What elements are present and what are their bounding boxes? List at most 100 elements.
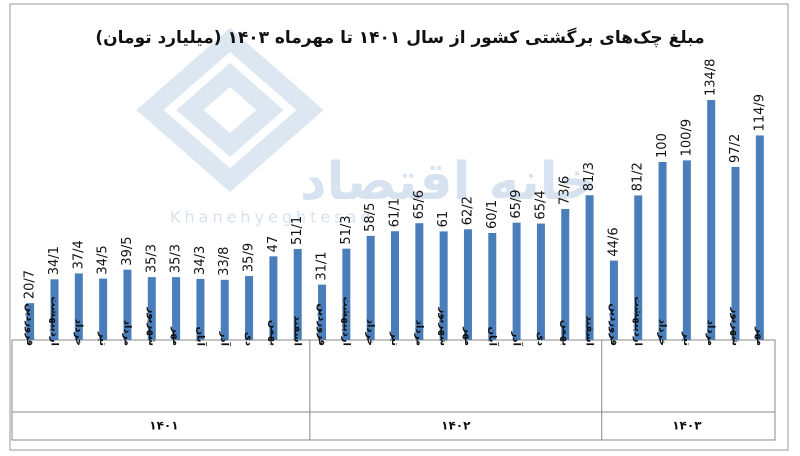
category-label: مهر — [754, 326, 765, 346]
bar — [99, 278, 108, 340]
category-label: اردیبهشت — [632, 296, 643, 346]
bar — [585, 195, 594, 340]
value-label: 34/3 — [193, 246, 208, 275]
category-label: فروردین — [316, 303, 327, 346]
value-label: 60/1 — [485, 200, 500, 229]
category-box — [11, 339, 776, 441]
bar — [609, 260, 618, 340]
category-label: شهریور — [146, 307, 157, 347]
group-label: ۱۴۰۲ — [441, 419, 471, 433]
value-label: 65/4 — [533, 190, 548, 219]
value-label: 73/6 — [558, 176, 573, 205]
value-label: 65/9 — [509, 189, 524, 218]
category-label: شهریور — [730, 307, 741, 347]
value-label: 20/7 — [23, 270, 38, 299]
value-label: 33/8 — [217, 247, 232, 276]
category-label: مهر — [462, 326, 473, 346]
category-label: خرداد — [657, 319, 668, 346]
bar — [26, 303, 35, 340]
value-label: 81/2 — [631, 162, 646, 191]
bar — [391, 231, 399, 340]
category-label: خرداد — [73, 319, 84, 346]
bar — [74, 273, 83, 340]
value-label: 100 — [655, 133, 670, 158]
category-label: بهمن — [267, 320, 278, 346]
category-label: تیر — [97, 331, 108, 346]
value-label: 35/3 — [169, 244, 184, 273]
value-label: 39/5 — [120, 236, 135, 265]
category-label: تیر — [389, 331, 400, 346]
category-label: دی — [535, 332, 546, 346]
category-label: آذر — [511, 331, 524, 347]
category-label: اسفند — [292, 316, 303, 346]
bar — [488, 232, 497, 340]
value-label: 47 — [266, 236, 281, 253]
category-label: فروردین — [608, 303, 619, 346]
chart-title: مبلغ چک‌های برگشتی کشور از سال ۱۴۰۱ تا م… — [95, 27, 704, 48]
category-label: مرداد — [705, 320, 716, 346]
category-label: اسفند — [584, 316, 595, 346]
value-label: 51/3 — [339, 215, 354, 244]
bar — [561, 208, 570, 340]
value-label: 134/8 — [704, 59, 719, 96]
category-label: اردیبهشت — [48, 296, 59, 346]
bar — [269, 256, 278, 340]
watermark-latin: Khanehyeghtesad — [170, 208, 375, 227]
bar — [366, 235, 375, 340]
group-label: ۱۴۰۱ — [149, 419, 178, 433]
category-label: خرداد — [365, 319, 376, 346]
bar — [755, 135, 764, 340]
category-label: مهر — [170, 326, 181, 346]
bar — [342, 248, 351, 340]
value-label: 97/2 — [728, 134, 743, 163]
group-label: ۱۴۰۳ — [672, 419, 702, 433]
frame — [9, 3, 789, 451]
value-label: 35/3 — [144, 244, 159, 273]
value-label: 61 — [436, 211, 451, 228]
bar — [50, 279, 59, 340]
category-label: دی — [243, 332, 254, 346]
value-label: 62/2 — [460, 196, 475, 225]
value-label: 51/1 — [290, 216, 305, 245]
bar — [707, 100, 716, 340]
bar — [172, 277, 181, 340]
value-label: 114/9 — [752, 94, 767, 131]
category-label: آبان — [194, 327, 207, 347]
bar — [731, 166, 740, 340]
value-label: 61/1 — [388, 198, 403, 227]
bar — [318, 284, 327, 340]
value-label: 37/4 — [71, 240, 86, 269]
bar — [220, 279, 229, 340]
bar — [245, 276, 254, 340]
category-label: مرداد — [121, 320, 132, 346]
bar — [536, 223, 545, 340]
bar — [196, 278, 205, 340]
bar — [634, 195, 643, 340]
bar — [147, 277, 156, 340]
bar — [512, 222, 521, 340]
category-label: تیر — [681, 331, 692, 346]
category-label: بهمن — [559, 320, 570, 346]
watermark-logo — [136, 28, 324, 192]
bar — [682, 160, 691, 340]
category-label: اردیبهشت — [340, 296, 351, 346]
value-label: 100/9 — [679, 119, 694, 156]
bar — [415, 223, 424, 340]
bar — [123, 269, 132, 340]
value-label: 58/5 — [363, 203, 378, 232]
category-label: فروردین — [24, 303, 35, 346]
value-label: 44/6 — [606, 227, 621, 256]
category-label: مرداد — [413, 320, 424, 346]
value-label: 31/1 — [315, 251, 330, 280]
value-label: 81/3 — [582, 162, 597, 191]
bar — [658, 161, 667, 340]
value-label: 34/5 — [96, 245, 111, 274]
watermark-text: خانه اقتصاد — [300, 152, 597, 212]
bar — [463, 229, 472, 340]
category-label: آذر — [219, 331, 232, 347]
value-label: 34/1 — [47, 246, 62, 275]
bar — [439, 231, 448, 340]
category-label: شهریور — [438, 307, 449, 347]
value-label: 65/6 — [412, 190, 427, 219]
